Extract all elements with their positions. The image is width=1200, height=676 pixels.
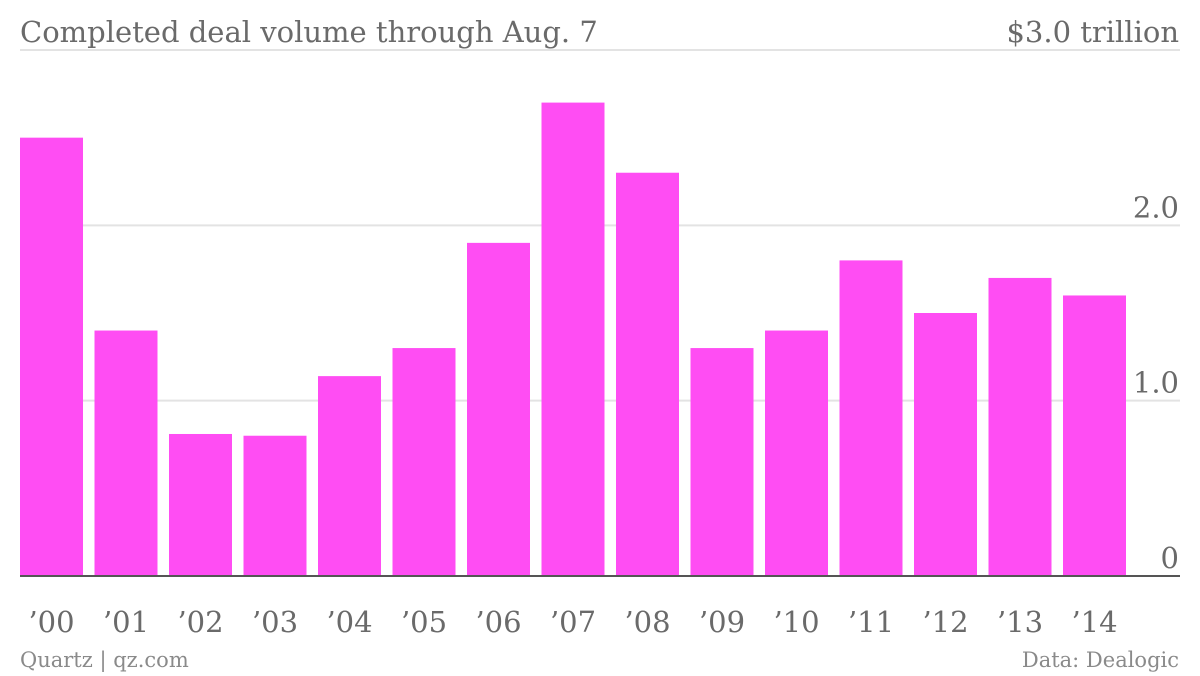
bar <box>392 348 456 576</box>
x-tick-label: ’02 <box>177 605 223 639</box>
x-tick-label: ’04 <box>326 605 372 639</box>
x-tick-label: ’01 <box>103 605 149 639</box>
x-tick-label: ’06 <box>475 605 521 639</box>
bar <box>541 102 605 576</box>
source-credit: Quartz | qz.com <box>20 648 189 673</box>
bar <box>243 435 307 576</box>
y-tick-label: 1.0 <box>1133 366 1179 400</box>
bar <box>616 172 679 576</box>
bar <box>20 137 83 576</box>
bar <box>1063 295 1126 576</box>
unit-label: $3.0 trillion <box>1006 15 1179 49</box>
x-tick-label: ’05 <box>401 605 447 639</box>
x-tick-label: ’08 <box>624 605 670 639</box>
x-tick-label: ’10 <box>773 605 819 639</box>
x-tick-label: ’09 <box>699 605 745 639</box>
bars <box>20 102 1126 576</box>
chart-title: Completed deal volume through Aug. 7 <box>20 15 598 49</box>
axes: 0 1.0 2.0 ’00 ’01 ’02 ’03 ’04 ’05 ’06 ’07 ’08 ’09 ’10… <box>20 190 1180 639</box>
bar <box>94 330 158 576</box>
x-tick-label: ’07 <box>550 605 596 639</box>
data-source: Data: Dealogic <box>1022 648 1179 672</box>
bar <box>690 348 754 576</box>
x-tick-label: ’13 <box>997 605 1043 639</box>
x-tick-label: ’14 <box>1071 605 1117 639</box>
x-tick-label: ’03 <box>252 605 298 639</box>
bar <box>467 242 530 576</box>
bar <box>318 376 381 576</box>
bar <box>169 433 232 576</box>
bar <box>765 330 828 576</box>
x-tick-label: ’00 <box>28 605 74 639</box>
bar <box>839 260 903 576</box>
x-tick-label: ’11 <box>848 605 894 639</box>
bar <box>914 313 977 576</box>
x-tick-label: ’12 <box>922 605 968 639</box>
y-tick-label: 0 <box>1161 541 1179 575</box>
y-tick-label: 2.0 <box>1133 190 1179 224</box>
bar <box>988 277 1052 576</box>
